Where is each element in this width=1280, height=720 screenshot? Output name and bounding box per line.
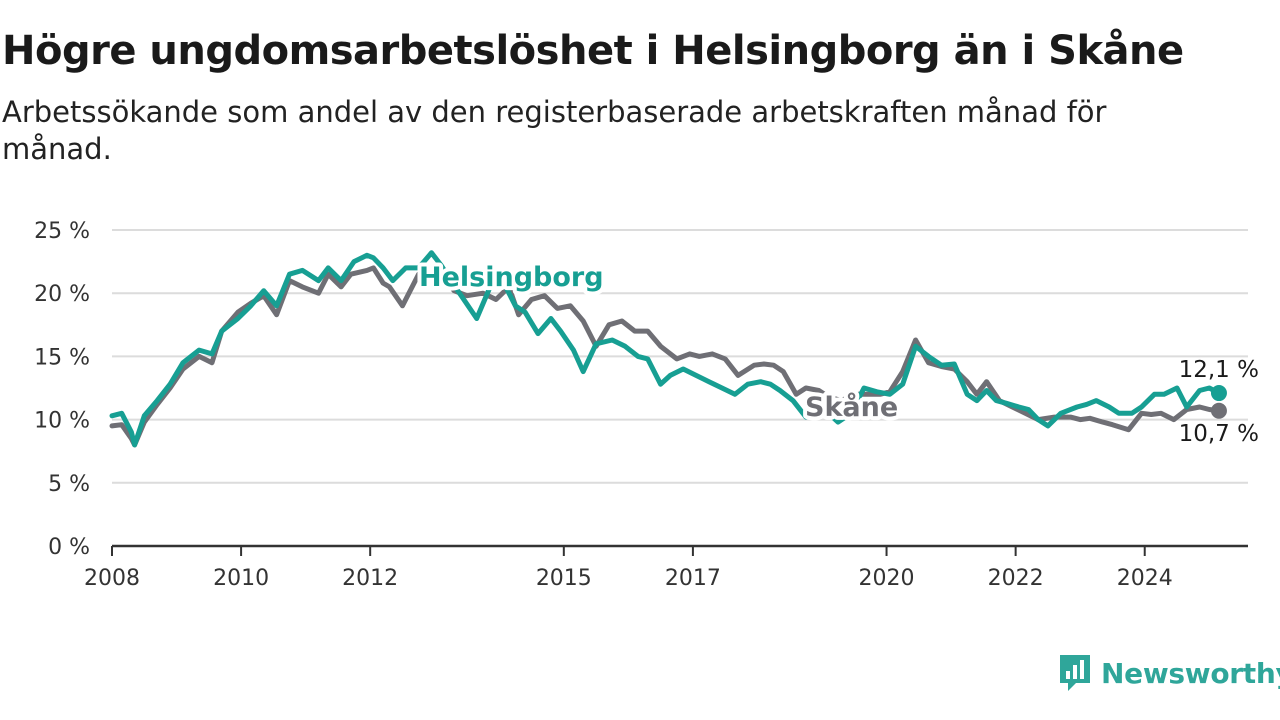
series-end-point <box>1210 402 1227 419</box>
newsworthy-logo: Newsworthy <box>1058 652 1280 694</box>
chart-subtitle: Arbetssökande som andel av den registerb… <box>2 95 1107 166</box>
series-label-skane: Skåne <box>805 391 898 423</box>
y-tick-label: 25 % <box>34 219 90 244</box>
x-tick-label: 2012 <box>342 566 398 591</box>
series-label-helsingborg-halo: Helsingborg <box>419 262 604 293</box>
series-lines <box>109 250 1227 448</box>
end-label-helsingborg: 12,1 % <box>1179 357 1259 383</box>
x-tick-label: 2015 <box>536 566 592 591</box>
series-line-helsingborg <box>109 250 1222 448</box>
newsworthy-logo-icon <box>1060 655 1090 691</box>
x-tick-label: 2008 <box>84 566 140 591</box>
series-label-helsingborg: Helsingborg <box>419 262 604 293</box>
y-tick-label: 10 % <box>34 409 90 434</box>
end-label-skane: 10,7 % <box>1179 421 1259 447</box>
chart-title: Högre ungdomsarbetslöshet i Helsingborg … <box>2 28 1184 74</box>
gridlines <box>112 229 1248 484</box>
y-tick-label: 0 % <box>48 535 90 560</box>
x-tick-label: 2020 <box>859 566 915 591</box>
axes: 0 % 5 % 10 % 15 % 20 % 25 % 2008 2010 2012 2015 20… <box>34 219 1248 591</box>
x-tick-label: 2024 <box>1117 566 1173 591</box>
y-tick-label: 20 % <box>34 282 90 307</box>
y-tick-label: 5 % <box>48 472 90 497</box>
x-tick-label: 2017 <box>665 566 721 591</box>
x-tick-label: 2022 <box>988 566 1044 591</box>
y-tick-label: 15 % <box>34 345 90 370</box>
x-tick-label: 2010 <box>213 566 269 591</box>
series-label-skane-halo: Skåne <box>805 391 898 423</box>
brand-name: Newsworthy <box>1101 656 1280 690</box>
series-end-point <box>1210 385 1227 402</box>
